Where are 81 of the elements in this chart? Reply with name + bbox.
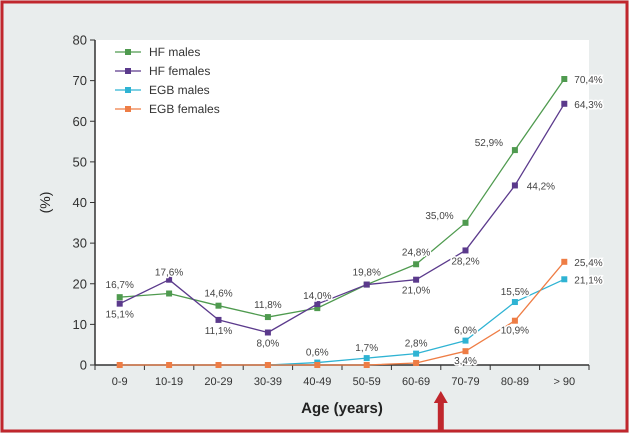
data-label: 64,3% bbox=[574, 100, 603, 111]
x-tick-label: > 90 bbox=[553, 376, 576, 388]
x-tick-label: 10-19 bbox=[155, 376, 184, 388]
point bbox=[216, 316, 222, 323]
y-tick-label: 50 bbox=[72, 154, 87, 170]
y-tick-label: 0 bbox=[80, 358, 87, 373]
point bbox=[462, 220, 468, 226]
point bbox=[512, 299, 518, 306]
point bbox=[314, 362, 320, 368]
x-tick-label: 20-29 bbox=[204, 376, 233, 388]
data-label: 0,6% bbox=[306, 348, 329, 359]
legend-label: EGB females bbox=[149, 102, 220, 116]
point bbox=[314, 301, 320, 308]
point bbox=[512, 182, 518, 188]
point bbox=[116, 362, 123, 368]
point bbox=[413, 276, 420, 283]
x-tick-label: 60-69 bbox=[402, 376, 430, 388]
x-tick-label: 30-39 bbox=[254, 376, 282, 388]
point bbox=[166, 362, 172, 368]
x-tick-label: 50-59 bbox=[352, 376, 381, 388]
legend-label: EGB males bbox=[149, 83, 210, 98]
y-tick-label: 40 bbox=[72, 195, 87, 210]
point bbox=[561, 276, 568, 282]
point bbox=[413, 261, 420, 268]
data-label: 24,8% bbox=[402, 247, 430, 258]
y-tick-label: 60 bbox=[72, 114, 87, 129]
data-label: 6,0% bbox=[454, 326, 478, 337]
x-tick-label: 70-79 bbox=[451, 376, 480, 388]
data-label: 25,4% bbox=[574, 258, 603, 269]
data-label: 14,6% bbox=[204, 288, 233, 300]
x-axis-title: Age (years) bbox=[301, 400, 383, 417]
point bbox=[364, 355, 370, 362]
x-tick-label: 80-89 bbox=[500, 376, 529, 388]
point bbox=[264, 330, 271, 336]
point bbox=[166, 290, 172, 296]
data-label: 19,8% bbox=[352, 268, 381, 279]
x-tick-label: 0-9 bbox=[112, 376, 128, 388]
point bbox=[413, 360, 420, 366]
y-tick-label: 80 bbox=[72, 32, 87, 48]
data-label: 35,0% bbox=[425, 210, 454, 222]
legend-label: HF males bbox=[149, 45, 200, 60]
point bbox=[264, 314, 271, 320]
data-label: 17,6% bbox=[154, 268, 184, 278]
y-tick-label: 30 bbox=[72, 236, 87, 251]
point bbox=[462, 338, 468, 344]
point bbox=[561, 258, 568, 265]
data-label: 21,0% bbox=[402, 286, 430, 297]
data-label: 10,9% bbox=[500, 326, 530, 337]
point bbox=[116, 294, 123, 300]
data-label: 52,9% bbox=[474, 138, 504, 150]
data-label: 16,7% bbox=[106, 280, 134, 292]
data-label: 1,7% bbox=[355, 343, 378, 354]
data-label: 44,2% bbox=[526, 181, 556, 192]
point bbox=[462, 247, 468, 254]
data-label: 2,8% bbox=[404, 338, 428, 350]
data-label: 15,1% bbox=[106, 310, 134, 321]
data-label: 21,1% bbox=[574, 275, 603, 286]
data-label: 15,5% bbox=[500, 287, 530, 298]
data-label: 11,8% bbox=[254, 300, 282, 312]
point bbox=[561, 76, 568, 82]
y-tick-label: 20 bbox=[72, 276, 87, 292]
data-label: 3,4% bbox=[454, 356, 478, 368]
y-axis-title: (%) bbox=[37, 192, 53, 214]
point bbox=[216, 362, 222, 368]
point bbox=[561, 100, 568, 107]
data-label: 70,4% bbox=[574, 75, 603, 86]
y-tick-label: 70 bbox=[72, 73, 87, 88]
y-tick-label: 10 bbox=[72, 316, 87, 332]
point bbox=[512, 318, 518, 324]
data-label: 28,2% bbox=[451, 256, 480, 268]
legend-label: HF females bbox=[149, 64, 210, 78]
data-label: 14,0% bbox=[303, 291, 332, 302]
x-tick-label: 40-49 bbox=[303, 376, 332, 388]
point bbox=[462, 348, 468, 354]
point bbox=[216, 302, 222, 309]
point bbox=[512, 147, 518, 154]
point bbox=[116, 300, 123, 307]
point bbox=[413, 350, 420, 357]
data-label: 11,1% bbox=[204, 326, 232, 337]
data-label: 8,0% bbox=[256, 338, 280, 350]
point bbox=[364, 362, 370, 368]
